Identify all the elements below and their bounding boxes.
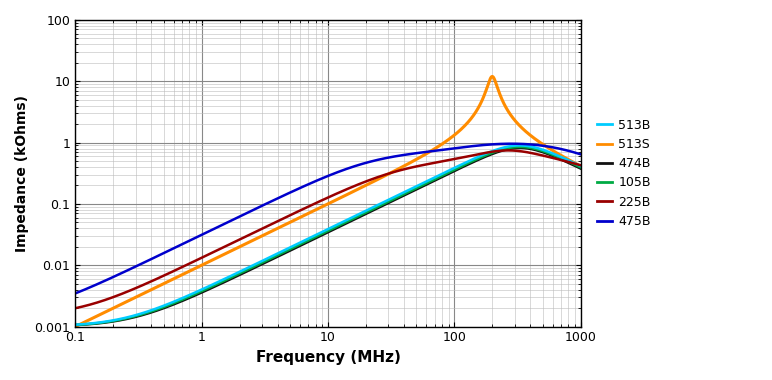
225B [576,163,585,168]
Line: 225B: 225B [76,150,581,308]
225B [566,160,575,165]
225B [265,223,274,228]
Line: 513B: 513B [76,146,581,325]
225B [128,287,137,291]
513S [158,282,168,287]
513B [576,164,585,168]
105B [566,160,575,165]
475B [512,141,521,146]
513S [566,158,575,163]
513B [566,159,575,164]
474B [158,306,168,311]
513B [158,304,168,308]
Line: 105B: 105B [76,147,581,325]
Line: 475B: 475B [76,144,581,293]
513S [71,324,80,329]
513B [265,255,274,260]
475B [566,149,575,154]
513S [128,296,137,301]
513S [265,230,274,235]
513B [515,143,524,148]
513S [576,164,585,168]
Y-axis label: Impedance (kOhms): Impedance (kOhms) [15,95,29,252]
475B [128,266,137,270]
105B [286,247,296,251]
105B [265,257,274,262]
474B [566,162,575,166]
475B [507,141,516,146]
474B [128,315,137,320]
105B [512,145,521,149]
513B [512,143,521,148]
225B [158,274,168,278]
105B [158,305,168,310]
475B [158,251,168,256]
X-axis label: Frequency (MHz): Frequency (MHz) [256,350,401,365]
513B [128,314,137,318]
513S [286,220,296,224]
225B [512,149,521,153]
Line: 513S: 513S [76,76,581,326]
Line: 474B: 474B [76,148,581,325]
474B [286,248,296,252]
474B [265,258,274,263]
475B [576,152,585,157]
105B [71,323,80,327]
475B [265,200,274,205]
513S [488,74,497,79]
474B [516,146,525,150]
105B [128,315,137,319]
513S [512,120,521,125]
474B [576,166,585,171]
513B [286,245,296,249]
225B [286,212,296,217]
474B [512,146,521,150]
513B [71,323,80,327]
225B [503,148,513,153]
105B [576,165,585,169]
474B [71,323,80,328]
475B [71,291,80,296]
225B [71,306,80,310]
Legend: 513B, 513S, 474B, 105B, 225B, 475B: 513B, 513S, 474B, 105B, 225B, 475B [592,114,655,233]
105B [516,145,525,149]
475B [286,190,296,195]
